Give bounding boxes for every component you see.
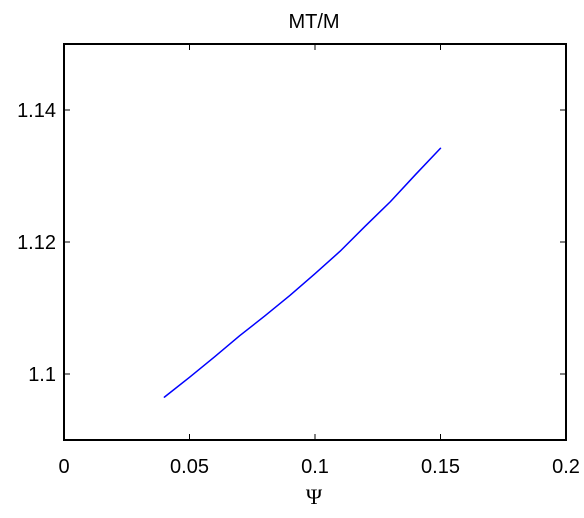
x-tick-label: 0.15 bbox=[421, 456, 460, 478]
x-axis-ticks: 0 0.05 0.1 0.15 0.2 bbox=[58, 44, 580, 478]
y-tick-label: 1.12 bbox=[17, 232, 56, 254]
y-tick-label: 1.14 bbox=[17, 100, 56, 122]
x-axis-label: Ψ bbox=[306, 484, 323, 509]
y-tick-label: 1.1 bbox=[28, 364, 56, 386]
x-tick-label: 0.1 bbox=[301, 456, 329, 478]
y-axis-ticks: 1.1 1.12 1.14 bbox=[17, 100, 566, 386]
x-tick-label: 0.05 bbox=[170, 456, 209, 478]
x-tick-label: 0 bbox=[58, 456, 69, 478]
plot-area-frame bbox=[63, 43, 567, 441]
series-layer bbox=[163, 147, 442, 398]
series-line-1 bbox=[163, 147, 442, 398]
x-tick-label: 0.2 bbox=[552, 456, 580, 478]
chart-title: MT/M bbox=[288, 11, 339, 33]
